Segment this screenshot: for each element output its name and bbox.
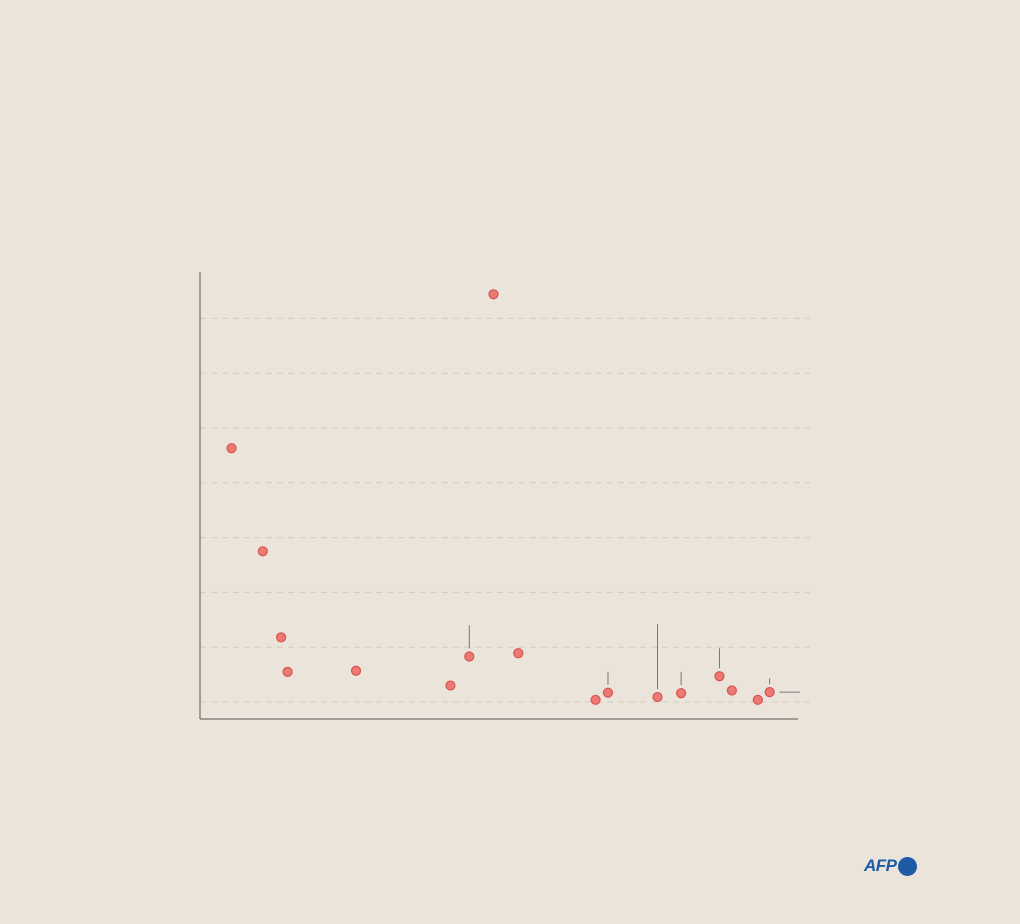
data-point	[257, 546, 268, 557]
data-point	[602, 687, 614, 698]
data-point	[282, 666, 293, 677]
data-point	[488, 289, 499, 300]
leader-lines	[468, 624, 800, 693]
data-point	[752, 694, 763, 705]
afp-logo: AFP	[864, 856, 917, 876]
data-point	[676, 688, 687, 699]
data-points	[226, 289, 775, 705]
data-point	[590, 694, 601, 705]
data-point	[714, 671, 725, 682]
data-point	[726, 685, 737, 696]
data-point	[464, 651, 475, 662]
data-point	[350, 665, 362, 676]
data-point	[445, 680, 456, 691]
data-point	[764, 687, 775, 698]
data-point	[226, 443, 237, 454]
logo-dot-icon	[897, 856, 917, 876]
data-point	[652, 691, 663, 703]
data-point	[276, 632, 287, 643]
gridlines	[200, 317, 810, 703]
data-point	[513, 648, 524, 659]
